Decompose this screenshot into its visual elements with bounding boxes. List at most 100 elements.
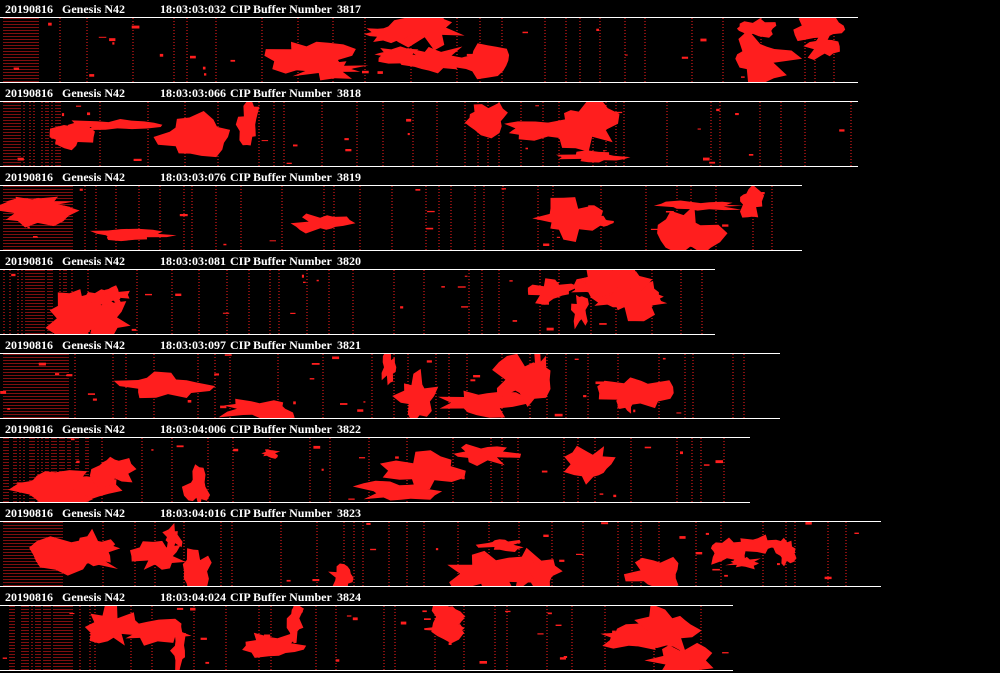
particle-fragment — [741, 76, 745, 78]
particle-fragment — [501, 188, 506, 190]
particle-strip-graphic — [3, 270, 703, 334]
particle-shape — [261, 449, 281, 459]
particle-shape — [397, 46, 470, 74]
particle-shape — [644, 642, 714, 670]
particle-fragment — [541, 470, 548, 473]
particle-shape — [363, 25, 412, 44]
particle-fragment — [16, 482, 25, 484]
particle-fragment — [603, 150, 606, 152]
particle-shape — [492, 354, 551, 407]
particle-image-strip — [0, 186, 802, 250]
particle-shape — [49, 125, 95, 151]
buffer-time: 18:03:04:016 — [160, 506, 226, 520]
particle-shape — [451, 43, 510, 80]
particle-fragment — [359, 457, 366, 459]
particle-shape — [387, 18, 465, 51]
particle-fragment — [345, 149, 352, 152]
particle-fragment — [417, 480, 421, 482]
particle-fragment — [7, 408, 11, 410]
particle-fragment — [506, 401, 510, 403]
particle-fragment — [583, 395, 587, 398]
particle-fragment — [35, 556, 42, 559]
particle-fragment — [89, 74, 95, 77]
particle-fragment — [680, 451, 683, 455]
buffer-time: 18:03:03:032 — [160, 2, 226, 16]
particle-fragment — [765, 28, 769, 32]
particle-strip-graphic — [2, 606, 729, 670]
particle-shape — [113, 371, 216, 399]
particle-fragment — [346, 615, 352, 617]
particle-fragment — [97, 638, 105, 641]
particle-fragment — [316, 279, 319, 282]
particle-fragment — [570, 143, 578, 146]
particle-fragment — [395, 456, 399, 459]
particle-fragment — [748, 154, 754, 156]
particle-fragment — [457, 286, 466, 288]
particle-fragment — [773, 70, 777, 73]
buffer-date: 20190816 — [5, 422, 53, 436]
particle-fragment — [198, 560, 202, 563]
buffer-date: 20190816 — [5, 170, 53, 184]
particle-fragment — [200, 637, 207, 640]
particle-fragment — [509, 280, 513, 282]
particle-fragment — [839, 129, 845, 132]
particle-shape — [532, 197, 603, 242]
particle-fragment — [761, 192, 765, 195]
particle-fragment — [599, 493, 604, 495]
particle-shape — [290, 213, 356, 234]
particle-fragment — [87, 112, 91, 116]
buffer-number: 3818 — [337, 86, 361, 100]
particle-fragment — [543, 534, 549, 537]
buffer-label: CIP Buffer Number — [230, 338, 332, 352]
particle-shape — [242, 632, 307, 658]
header-rule — [0, 521, 881, 522]
particle-fragment — [224, 354, 232, 356]
particle-fragment — [321, 468, 324, 471]
particle-fragment — [400, 306, 404, 309]
particle-strip-graphic — [0, 186, 773, 250]
particle-fragment — [777, 563, 780, 566]
particle-fragment — [131, 328, 137, 331]
particle-fragment — [366, 522, 371, 525]
particle-fragment — [79, 188, 83, 191]
particle-fragment — [33, 236, 38, 238]
particle-shape — [170, 623, 186, 670]
buffer-panel: 20190816 Genesis N42 18:03:03:066 CIP Bu… — [0, 84, 1000, 168]
particle-shape — [45, 289, 105, 334]
particle-fragment — [2, 657, 8, 659]
buffer-panel: 20190816 Genesis N42 18:03:04:024 CIP Bu… — [0, 588, 1000, 672]
particle-fragment — [441, 286, 445, 288]
probe-name: Genesis N42 — [62, 254, 125, 268]
particle-fragment — [448, 642, 452, 645]
particle-fragment — [695, 552, 703, 555]
particle-fragment — [109, 38, 116, 42]
particle-fragment — [370, 548, 377, 551]
particle-fragment — [614, 111, 623, 114]
strip-rule — [0, 250, 802, 251]
header-rule — [0, 101, 858, 102]
buffer-label: CIP Buffer Number — [230, 590, 332, 604]
buffer-label: CIP Buffer Number — [230, 506, 332, 520]
particle-image-strip — [0, 354, 780, 418]
strip-rule — [0, 418, 780, 419]
particle-fragment — [854, 532, 859, 534]
particle-shape — [773, 537, 797, 567]
particle-shape — [153, 111, 231, 158]
particle-fragment — [222, 312, 230, 314]
buffer-number: 3821 — [337, 338, 361, 352]
particle-fragment — [709, 161, 716, 164]
particle-fragment — [625, 54, 628, 56]
particle-shape — [438, 390, 532, 418]
particle-fragment — [716, 108, 720, 112]
particle-fragment — [187, 400, 192, 403]
particle-shape — [571, 270, 653, 298]
particle-fragment — [596, 28, 599, 31]
particle-fragment — [563, 656, 568, 658]
particle-fragment — [712, 568, 720, 571]
particle-fragment — [543, 243, 550, 246]
particle-image-strip — [0, 438, 750, 502]
particle-fragment — [666, 627, 670, 629]
buffer-time: 18:03:04:006 — [160, 422, 226, 436]
particle-fragment — [176, 607, 184, 610]
particle-fragment — [525, 147, 528, 150]
